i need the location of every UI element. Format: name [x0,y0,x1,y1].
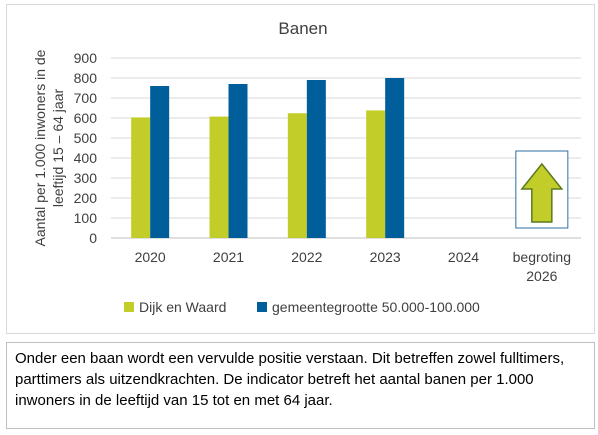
bar-dijk-en-waard-2020 [131,117,151,238]
bar-chart: Banen 0 100 200 300 400 500 600 700 800 900 Aantal … [32,19,581,315]
y-tick-label: 300 [74,170,98,186]
x-tick-label: 2026 [526,268,557,284]
x-tick-label: 2020 [135,249,166,265]
legend-swatch [257,302,267,312]
y-tick-label: 900 [74,50,98,66]
y-tick-label: 200 [74,190,98,206]
arrow-up-icon [520,162,564,223]
chart-frame: Banen 0 100 200 300 400 500 600 700 800 900 Aantal … [6,4,595,334]
y-tick-label: 400 [74,150,98,166]
y-tick-label: 100 [74,210,98,226]
legend-label: Dijk en Waard [139,299,226,315]
x-tick-label: 2024 [448,249,479,265]
y-tick-label: 700 [74,90,98,106]
x-tick-label: 2023 [370,249,401,265]
x-tick-label: 2021 [213,249,244,265]
bar-gemeentegrootte-2021 [228,84,248,238]
indicator-note-text: Onder een baan wordt een vervulde positi… [15,350,565,409]
y-axis-label: Aantal per 1.000 inwoners in de leeftijd … [32,49,66,246]
bar-gemeentegrootte-2020 [150,86,170,238]
indicator-note: Onder een baan wordt een vervulde positi… [6,342,595,429]
bar-gemeentegrootte-2023 [385,78,405,238]
y-tick-label: 800 [74,70,98,86]
y-tick-label: 600 [74,110,98,126]
y-tick-label: 500 [74,130,98,146]
bar-gemeentegrootte-2022 [306,80,326,238]
y-tick-label: 0 [89,230,97,246]
bar-dijk-en-waard-2022 [287,113,307,238]
bar-dijk-en-waard-2023 [366,110,386,238]
legend-label: gemeentegrootte 50.000-100.000 [272,299,480,315]
bar-dijk-en-waard-2021 [209,116,229,238]
x-tick-label: begroting [513,249,571,265]
chart-title: Banen [278,19,327,38]
legend-swatch [124,302,134,312]
x-tick-label: 2022 [291,249,322,265]
